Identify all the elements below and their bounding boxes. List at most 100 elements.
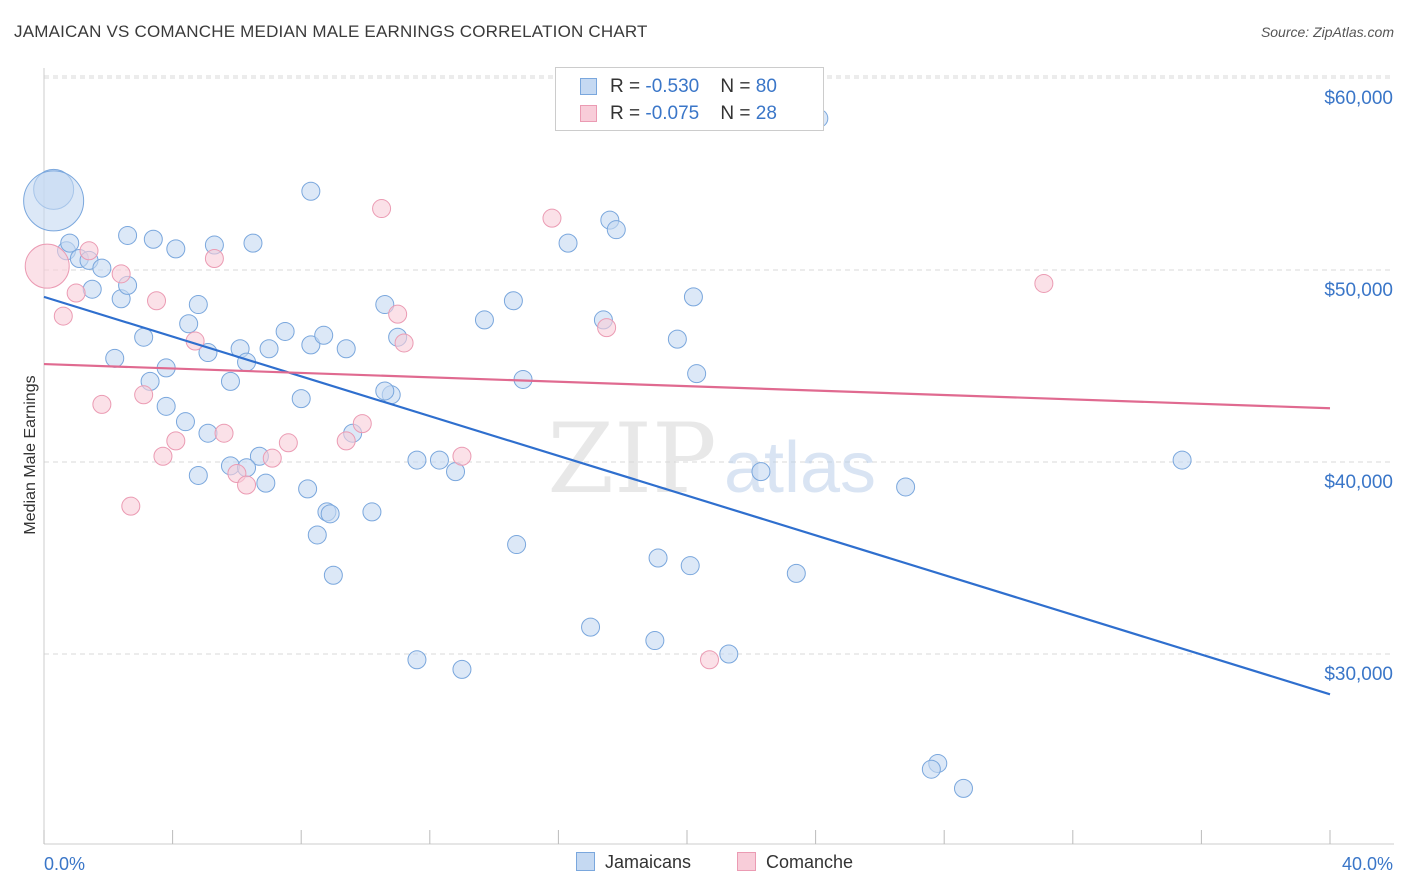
comanche-swatch [580, 105, 597, 122]
comanche-point [1034, 273, 1054, 293]
bottom-legend-comanche: Comanche [737, 852, 853, 873]
comanche-point [134, 385, 154, 405]
jamaicans-point [667, 329, 687, 349]
jamaicans-point [503, 291, 523, 311]
jamaicans-point [680, 556, 700, 576]
comanche-point [352, 414, 372, 434]
y-tick-labels: $30,000 $40,000 $50,000 $60,000 [1324, 88, 1393, 685]
comanche-point [53, 306, 73, 326]
comanche-point [700, 650, 720, 670]
jamaicans-point [82, 279, 102, 299]
jamaicans-point [953, 778, 973, 798]
comanche-point [92, 394, 112, 414]
comanche-point [452, 446, 472, 466]
jamaicans-point [256, 473, 276, 493]
comanche-point [394, 333, 414, 353]
jamaicans-point [60, 233, 80, 253]
legend-r-label: R = [610, 76, 646, 97]
jamaicans-point [921, 759, 941, 779]
jamaicans-point [298, 479, 318, 499]
jamaicans-point [581, 617, 601, 637]
jamaicans-point [166, 239, 186, 259]
comanche-point [166, 431, 186, 451]
comanche-point [597, 318, 617, 338]
comanche-point [79, 241, 99, 261]
jamaicans-point [275, 321, 295, 341]
comanche-point [237, 475, 257, 495]
jamaicans-point [407, 450, 427, 470]
y-tick-label: $30,000 [1324, 664, 1393, 685]
jamaicans-point [188, 465, 208, 485]
comanche-points [24, 199, 1054, 670]
jamaicans-point [118, 225, 138, 245]
watermark-atlas: atlas [724, 428, 876, 508]
jamaicans-point [474, 310, 494, 330]
comanche-point [153, 446, 173, 466]
jamaicans-legend-label: Jamaicans [605, 852, 692, 872]
jamaicans-point [291, 389, 311, 409]
comanche-point [66, 283, 86, 303]
comanche-point [204, 248, 224, 268]
jamaicans-point [134, 327, 154, 347]
comanche-point [262, 448, 282, 468]
jamaicans-swatch [580, 78, 597, 95]
jamaicans-point [606, 220, 626, 240]
jamaicans-legend-swatch [576, 852, 595, 871]
jamaicans-point [896, 477, 916, 497]
jamaicans-point [307, 525, 327, 545]
stats-legend: R = -0.530 N = 80 R = -0.075 N = 28 [555, 67, 824, 131]
jamaicans-point [179, 314, 199, 334]
jamaicans-point [188, 295, 208, 315]
jamaicans-point [648, 548, 668, 568]
jamaicans-point [375, 381, 395, 401]
comanche-legend-label: Comanche [766, 852, 854, 872]
comanche-point [121, 496, 141, 516]
jamaicans-point [558, 233, 578, 253]
jamaicans-point [751, 462, 771, 482]
jamaicans-point [407, 650, 427, 670]
comanche-point [214, 423, 234, 443]
jamaicans-point [507, 535, 527, 555]
jamaicans-point [452, 659, 472, 679]
y-tick-label: $60,000 [1324, 88, 1393, 109]
jamaicans-point [336, 339, 356, 359]
jamaicans-point [301, 335, 321, 355]
comanche-point [111, 264, 131, 284]
x-tick-label-min: 0.0% [44, 854, 85, 874]
legend-r-label: R = [610, 103, 646, 124]
watermark-zip: ZIP [547, 403, 716, 515]
legend-r-value: -0.530 [645, 76, 700, 97]
comanche-point [372, 199, 392, 219]
bottom-legend-jamaicans: Jamaicans [576, 852, 691, 873]
jamaicans-point [719, 644, 739, 664]
legend-n-label: N = [720, 76, 756, 97]
jamaicans-point [645, 631, 665, 651]
jamaicans-point [175, 412, 195, 432]
comanche-trend-line [43, 362, 1331, 410]
jamaicans-point [362, 502, 382, 522]
legend-n-value: 28 [755, 103, 777, 124]
comanche-point [278, 433, 298, 453]
jamaicans-point [220, 371, 240, 391]
legend-r-value: -0.075 [645, 103, 700, 124]
jamaicans-point [301, 181, 321, 201]
jamaicans-point [143, 229, 163, 249]
comanche-point [147, 291, 167, 311]
jamaicans-point [314, 325, 334, 345]
jamaicans-point [243, 233, 263, 253]
comanche-legend-swatch [737, 852, 756, 871]
comanche-point [388, 304, 408, 324]
jamaicans-points [23, 108, 1192, 798]
jamaicans-point [429, 450, 449, 470]
jamaicans-point [92, 258, 112, 278]
jamaicans-point [323, 565, 343, 585]
jamaicans-point [105, 348, 125, 368]
jamaicans-point [23, 170, 85, 232]
jamaicans-point [1172, 450, 1192, 470]
jamaicans-trend-line [43, 295, 1331, 696]
comanche-point [336, 431, 356, 451]
legend-n-label: N = [720, 103, 756, 124]
jamaicans-point [198, 423, 218, 443]
legend-n-value: 80 [755, 76, 777, 97]
